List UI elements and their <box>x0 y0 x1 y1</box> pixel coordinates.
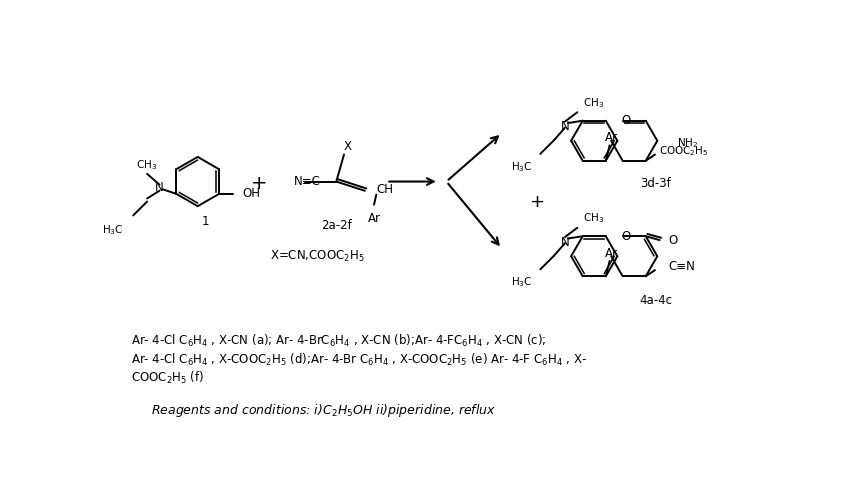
Text: H$_3$C: H$_3$C <box>511 275 532 289</box>
Text: 1: 1 <box>202 215 209 228</box>
Text: Ar: Ar <box>367 213 381 226</box>
Text: N: N <box>561 236 569 249</box>
Text: N≡C: N≡C <box>294 175 321 188</box>
Text: Ar- 4-Cl C$_6$H$_4$ , X-CN (a); Ar- 4-BrC$_6$H$_4$ , X-CN (b);Ar- 4-FC$_6$H$_4$ : Ar- 4-Cl C$_6$H$_4$ , X-CN (a); Ar- 4-Br… <box>131 333 546 349</box>
Text: +: + <box>251 174 268 193</box>
Text: 4a-4c: 4a-4c <box>639 294 672 307</box>
Text: Ar: Ar <box>604 131 618 144</box>
Text: +: + <box>529 193 544 212</box>
Text: O: O <box>669 234 678 247</box>
Text: C≡N: C≡N <box>669 260 696 273</box>
Text: CH$_3$: CH$_3$ <box>584 212 604 226</box>
Text: 2a-2f: 2a-2f <box>321 219 352 232</box>
Text: COOC$_2$H$_5$ (f): COOC$_2$H$_5$ (f) <box>131 370 204 386</box>
Text: Reagents and conditions: i)C$_2$H$_5$OH ii)piperidine, reflux: Reagents and conditions: i)C$_2$H$_5$OH … <box>152 402 496 419</box>
Text: CH$_3$: CH$_3$ <box>584 96 604 110</box>
Text: NH$_2$: NH$_2$ <box>676 136 698 150</box>
Text: N: N <box>155 181 163 194</box>
Text: CH$_3$: CH$_3$ <box>136 158 158 172</box>
Text: O: O <box>621 230 630 243</box>
Text: X: X <box>344 140 352 153</box>
Text: OH: OH <box>242 187 260 201</box>
Text: O: O <box>621 114 630 127</box>
Text: H$_3$C: H$_3$C <box>511 160 532 174</box>
Text: Ar: Ar <box>604 247 618 259</box>
Text: N: N <box>561 120 569 133</box>
Text: CH: CH <box>377 183 393 196</box>
Text: X=CN,COOC$_2$H$_5$: X=CN,COOC$_2$H$_5$ <box>270 249 365 264</box>
Text: H$_3$C: H$_3$C <box>103 223 124 237</box>
Text: COOC$_2$H$_5$: COOC$_2$H$_5$ <box>659 145 709 158</box>
Text: 3d-3f: 3d-3f <box>640 177 671 190</box>
Text: Ar- 4-Cl C$_6$H$_4$ , X-COOC$_2$H$_5$ (d);Ar- 4-Br C$_6$H$_4$ , X-COOC$_2$H$_5$ : Ar- 4-Cl C$_6$H$_4$ , X-COOC$_2$H$_5$ (d… <box>131 352 586 368</box>
